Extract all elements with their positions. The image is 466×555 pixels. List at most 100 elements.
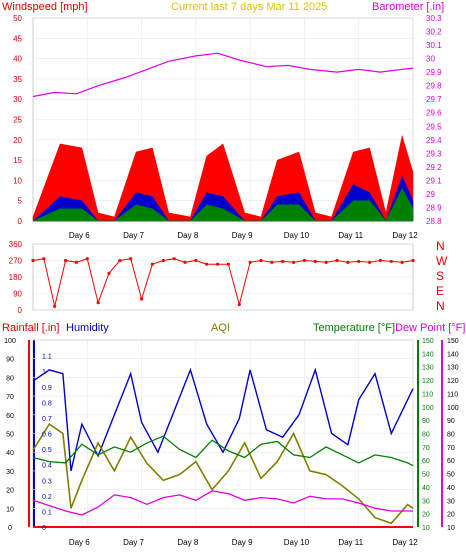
temperature-tick-label: 140	[422, 351, 434, 358]
temperature-tick-label: 60	[422, 458, 430, 465]
wind-day-label: Day 12	[392, 231, 418, 240]
wind-day-label: Day 7	[123, 231, 144, 240]
percent-tick-label: 60	[6, 413, 14, 420]
dewpoint-tick-label: 110	[447, 391, 458, 398]
barometer-axis-title: Barometer [.in]	[372, 1, 444, 13]
wind-tick-label: 20	[13, 136, 22, 145]
wind-day-label: Day 10	[284, 231, 310, 240]
dewpoint-tick-label: 70	[447, 445, 455, 452]
direction-tick-label: 360	[9, 240, 23, 249]
direction-label-e: E	[436, 284, 444, 298]
humidity-axis-title: Humidity	[66, 322, 109, 334]
wind-tick-label: 10	[13, 176, 22, 185]
wind-tick-label: 40	[13, 55, 22, 64]
temperature-axis-title: Temperature [°F]	[313, 322, 395, 334]
barometer-tick-label: 29.2	[426, 163, 442, 172]
lower-day-label: Day 8	[177, 538, 198, 547]
rainfall-tick-label: 0	[42, 525, 46, 532]
rainfall-tick-label: 0.9	[42, 385, 52, 392]
rainfall-tick-label: 1	[42, 369, 46, 376]
dewpoint-tick-label: 30	[447, 498, 455, 505]
rainfall-tick-label: 0.7	[42, 416, 52, 423]
direction-tick-label: 180	[9, 273, 23, 282]
barometer-tick-label: 29.9	[426, 68, 442, 77]
wind-tick-label: 0	[18, 217, 23, 226]
temperature-tick-label: 50	[422, 472, 430, 479]
direction-tick-label: 270	[9, 257, 23, 266]
barometer-tick-label: 28.8	[426, 217, 442, 226]
barometer-tick-label: 29.1	[426, 176, 442, 185]
wind-tick-label: 5	[18, 197, 23, 206]
rainfall-axis-title: Rainfall [.in]	[2, 322, 59, 334]
chart-title: Current last 7 days Mar 11 2025	[171, 1, 327, 13]
lower-day-label: Day 9	[232, 538, 253, 547]
wind-gust-area	[32, 135, 414, 222]
wind-day-label: Day 9	[232, 231, 253, 240]
rainfall-tick-label: 0.5	[42, 447, 52, 454]
rainfall-tick-label: 0.2	[42, 494, 52, 501]
temperature-tick-label: 70	[422, 445, 430, 452]
direction-label-n-top: N	[436, 239, 445, 253]
barometer-line	[32, 52, 414, 98]
wind-tick-label: 45	[13, 34, 22, 43]
rainfall-tick-label: 0.4	[42, 463, 52, 470]
lower-day-label: Day 7	[123, 538, 144, 547]
barometer-tick-label: 29.3	[426, 149, 442, 158]
windspeed-axis-title: Windspeed [mph]	[2, 1, 88, 13]
percent-tick-label: 40	[6, 450, 14, 457]
direction-tick-label: 0	[18, 306, 23, 315]
temperature-tick-label: 120	[422, 378, 434, 385]
dewpoint-axis-title: Dew Point [°F]	[395, 322, 465, 334]
dewpoint-line	[32, 490, 413, 516]
dewpoint-tick-label: 20	[447, 512, 455, 519]
barometer-tick-label: 30.3	[426, 14, 442, 23]
wind-day-label: Day 11	[338, 231, 363, 240]
barometer-tick-label: 29	[426, 190, 435, 199]
dewpoint-tick-label: 100	[447, 405, 459, 412]
dewpoint-tick-label: 50	[447, 472, 455, 479]
temperature-tick-label: 40	[422, 485, 430, 492]
temperature-tick-label: 90	[422, 418, 430, 425]
percent-tick-label: 20	[6, 488, 14, 495]
temperature-tick-label: 80	[422, 432, 430, 439]
temperature-line	[32, 435, 414, 467]
percent-tick-label: 0	[8, 525, 12, 532]
direction-line	[32, 258, 414, 307]
percent-tick-label: 80	[6, 375, 14, 382]
rainfall-tick-label: 0.8	[42, 400, 52, 407]
temperature-tick-label: 130	[422, 365, 434, 372]
temperature-tick-label: 20	[422, 512, 430, 519]
rainfall-axis-bar	[28, 340, 30, 527]
wind-tick-label: 30	[13, 95, 22, 104]
wind-low-area	[32, 187, 414, 222]
barometer-tick-label: 29.8	[426, 82, 442, 91]
temperature-tick-label: 30	[422, 498, 430, 505]
percent-tick-label: 10	[6, 506, 14, 513]
direction-label-w: W	[436, 254, 448, 268]
percent-tick-label: 90	[6, 357, 14, 364]
dewpoint-tick-label: 80	[447, 432, 455, 439]
percent-tick-label: 70	[6, 394, 14, 401]
barometer-tick-label: 30.2	[426, 28, 442, 37]
temperature-tick-label: 150	[422, 338, 434, 345]
dewpoint-tick-label: 150	[447, 338, 459, 345]
lower-day-label: Day 6	[69, 538, 90, 547]
dewpoint-tick-label: 40	[447, 485, 455, 492]
barometer-tick-label: 30	[426, 55, 435, 64]
wind-tick-label: 15	[13, 156, 22, 165]
temperature-tick-label: 110	[422, 391, 433, 398]
wind-day-label: Day 8	[177, 231, 198, 240]
percent-tick-label: 50	[6, 432, 14, 439]
dewpoint-tick-label: 10	[447, 525, 455, 532]
barometer-tick-label: 30.1	[426, 41, 442, 50]
dewpoint-tick-label: 130	[447, 365, 459, 372]
rainfall-tick-label: 0.6	[42, 432, 52, 439]
wind-tick-label: 25	[13, 116, 22, 125]
barometer-tick-label: 29.7	[426, 95, 442, 104]
temperature-tick-label: 10	[422, 525, 430, 532]
dewpoint-tick-label: 90	[447, 418, 455, 425]
wind-tick-label: 35	[13, 75, 22, 84]
barometer-tick-label: 29.4	[426, 136, 442, 145]
barometer-tick-label: 29.5	[426, 122, 442, 131]
